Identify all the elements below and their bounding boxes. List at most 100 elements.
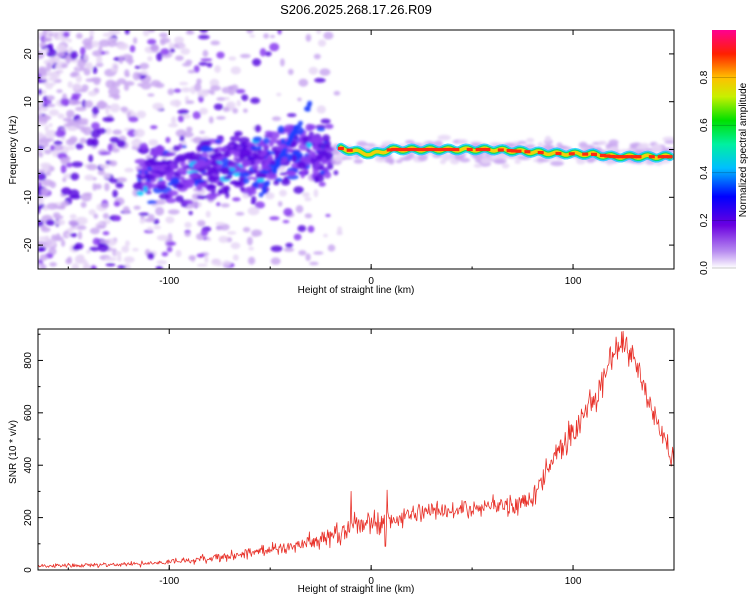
spectrogram-ridge-peak (422, 147, 429, 152)
spectrogram-cell (83, 261, 89, 269)
spectrogram-cell (206, 166, 217, 174)
spectrogram-cell (116, 42, 129, 50)
spectrogram-cell (67, 81, 73, 88)
spectrogram-cell (109, 103, 121, 113)
spectrogram-cell (232, 254, 239, 261)
spectrogram-cell (247, 176, 256, 180)
spectrogram-cell (129, 45, 136, 53)
spectrogram-cell (122, 206, 130, 214)
spectrogram-cell (136, 110, 147, 119)
spectrogram-cell (256, 177, 265, 183)
spectrogram-cell (80, 201, 87, 208)
spectrogram-cell (181, 87, 191, 93)
spectrogram-cell (83, 192, 93, 197)
spectrogram-cell (296, 123, 302, 129)
spectrogram-cell (265, 192, 275, 200)
spectrogram-cell (176, 167, 188, 175)
spectrogram-cell (228, 56, 237, 61)
spectrogram-cell (206, 184, 217, 188)
spectrogram-cell (167, 88, 175, 96)
spectrogram-ridge-peak (608, 154, 615, 159)
spectrogram-cell (196, 184, 203, 191)
spectrogram-cell (317, 39, 327, 47)
spectrogram-cell (197, 220, 206, 227)
spectrogram-cell (638, 142, 650, 149)
spectrogram-cell (216, 116, 226, 120)
spectrogram-cell (210, 160, 218, 165)
colorbar-gradient (712, 30, 736, 268)
spectrogram-cell (223, 185, 231, 193)
spectrogram-cell (45, 103, 56, 108)
spectrogram-ridge-peak (555, 151, 562, 156)
spectrogram-ridge-peak (448, 147, 455, 152)
spectrogram-ridge-peak (475, 147, 482, 152)
spectrogram-cell (102, 116, 115, 122)
spectrogram-cell (292, 154, 297, 163)
spectrogram-cell (173, 88, 182, 93)
spectrogram-ridge-peak (386, 148, 393, 152)
spectrogram-cell (480, 157, 492, 164)
spectrogram-cell (150, 160, 162, 167)
spectrogram-cell (66, 146, 75, 151)
spectrogram-cell (86, 62, 93, 71)
spectrogram-cell (41, 227, 51, 233)
spectrogram-cell (89, 30, 95, 37)
spectrogram-cell (152, 102, 164, 111)
spectrogram-cell (273, 180, 280, 186)
spectrogram-cell (199, 107, 209, 115)
spectrogram-cell (96, 55, 103, 64)
spectrogram-cell (68, 189, 80, 199)
spectrogram-cell (188, 173, 199, 179)
spectrogram-cell (216, 97, 226, 101)
spectrogram-ridge-peak (444, 147, 451, 152)
spectrogram-cell (96, 128, 107, 134)
spectrogram-cell (323, 233, 328, 238)
spectrogram-cell (316, 127, 326, 132)
spectrogram-cell (56, 44, 67, 53)
spectrogram-ridge-peak (511, 149, 518, 153)
spectrogram-cell (196, 195, 208, 200)
spectrogram-cell (265, 51, 272, 57)
spectrogram-cell (208, 116, 214, 124)
spectrogram-cell (263, 166, 271, 171)
spectrogram-cell (175, 195, 184, 203)
spectrogram-cell (305, 253, 311, 261)
spectrogram-ridge-peak (622, 155, 629, 159)
spectrogram-cell (167, 190, 179, 197)
spectrogram-cell (60, 187, 72, 196)
spectrogram-cell (227, 85, 236, 90)
snr-panel: -100 0 100 0 200 400 600 800 Height of straigh… (8, 328, 675, 595)
spectrogram-cell (404, 140, 415, 145)
spectrogram-cell (139, 142, 148, 151)
spectrogram-cell (246, 156, 256, 162)
spectrogram-cell (312, 167, 319, 175)
spectrogram-cell (494, 158, 505, 164)
spectrogram-cell (319, 68, 331, 76)
spectrogram-cell (210, 40, 220, 46)
spectrogram-cell (317, 142, 330, 149)
spectrogram-cell (217, 189, 222, 195)
spectrogram-cell (282, 147, 288, 153)
spectrogram-cell (297, 225, 307, 232)
spectrogram-cell (57, 113, 65, 119)
spectrogram-cell (279, 189, 287, 197)
spectrogram-cell (295, 205, 304, 214)
spectrogram-cell (175, 129, 187, 138)
spectrogram-cell (306, 142, 312, 149)
spectrogram-cell (214, 65, 221, 73)
spectrogram-cell (216, 202, 221, 207)
spectrogram-cell (308, 137, 320, 144)
spectrogram-cell (171, 116, 177, 124)
spectrogram-cell (264, 130, 273, 135)
spectrogram-ridge-peak (453, 147, 460, 152)
spectrogram-cell (277, 201, 283, 207)
spectrogram-ridge-peak (666, 155, 673, 159)
spectrogram-cell (115, 182, 124, 189)
colorbar-tick-label: 0.2 (699, 213, 710, 227)
spectrogram-cell (95, 62, 104, 68)
spectrogram-cell (184, 232, 191, 237)
spectrogram-cell (60, 98, 70, 106)
spectrogram-x-tick-label: 0 (368, 276, 374, 287)
spectrogram-cell (105, 105, 110, 115)
